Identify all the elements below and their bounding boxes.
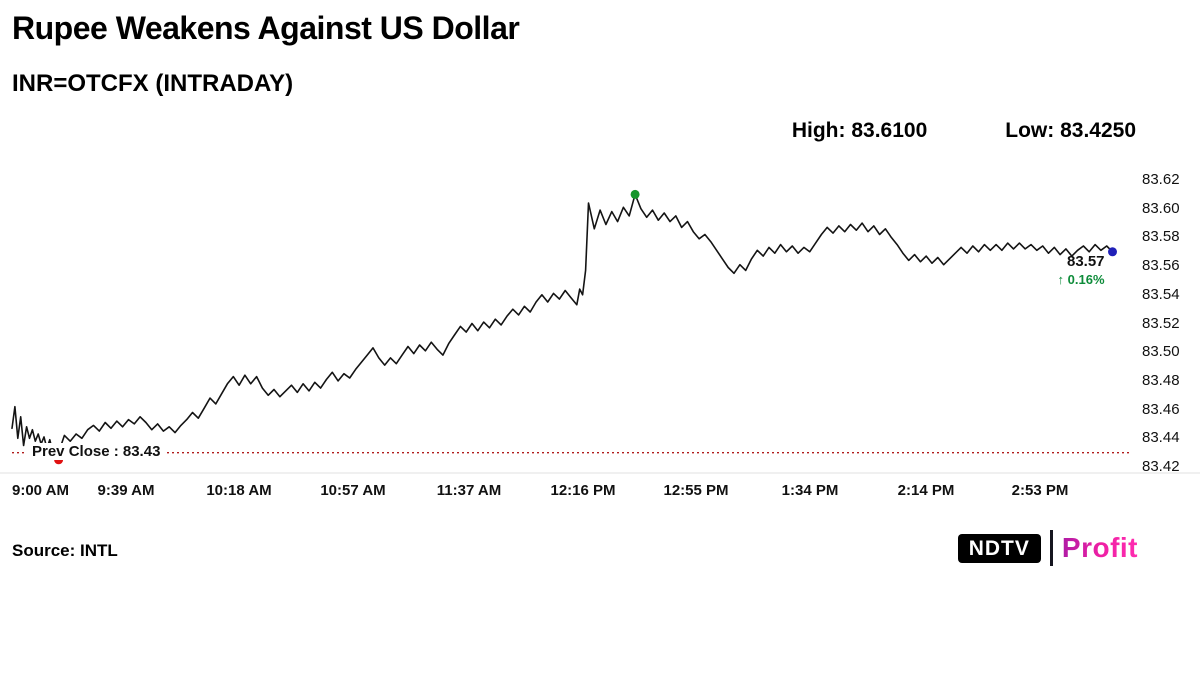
y-tick-label: 83.48 bbox=[1142, 371, 1180, 389]
last-price-value: 83.57 bbox=[1066, 252, 1105, 270]
low-value-label: Low: 83.4250 bbox=[1005, 119, 1136, 142]
x-tick-label: 12:16 PM bbox=[550, 482, 616, 499]
x-tick-label: 9:00 AM bbox=[12, 482, 69, 499]
price-line bbox=[11, 193, 1114, 461]
y-tick-label: 83.58 bbox=[1142, 228, 1180, 246]
y-tick-label: 83.42 bbox=[1142, 458, 1180, 475]
prev-close-label: Prev Close : 83.43 bbox=[26, 442, 167, 460]
last-price-callout: 83.57 ↑ 0.16% bbox=[1058, 253, 1105, 288]
change-percent: ↑ 0.16% bbox=[1057, 271, 1105, 287]
page-title: Rupee Weakens Against US Dollar bbox=[12, 10, 520, 46]
ndtv-logo: NDTV bbox=[957, 533, 1041, 563]
x-tick-label: 1:34 PM bbox=[781, 482, 839, 499]
y-tick-label: 83.62 bbox=[1142, 171, 1180, 188]
y-tick-label: 83.46 bbox=[1142, 400, 1180, 418]
high-marker bbox=[630, 189, 640, 199]
x-tick-label: 10:57 AM bbox=[320, 482, 386, 499]
high-low-row: High: 83.6100 Low: 83.4250 bbox=[792, 119, 1136, 143]
source-label: Source: INTL bbox=[12, 541, 118, 560]
instrument-subtitle: INR=OTCFX (INTRADAY) bbox=[12, 70, 294, 97]
x-tick-label: 12:55 PM bbox=[663, 482, 729, 499]
profit-logo: Profit bbox=[1061, 532, 1138, 563]
logo-separator bbox=[1049, 530, 1053, 566]
last-marker bbox=[1108, 247, 1117, 257]
x-tick-label: 9:39 AM bbox=[97, 482, 155, 499]
x-tick-label: 2:14 PM bbox=[897, 482, 955, 499]
x-tick-label: 11:37 AM bbox=[436, 482, 502, 499]
price-chart-canvas bbox=[0, 189, 1200, 474]
y-tick-label: 83.52 bbox=[1142, 314, 1180, 332]
y-tick-label: 83.60 bbox=[1142, 199, 1180, 217]
high-value-label: High: 83.6100 bbox=[791, 119, 928, 142]
price-chart: 83.62 83.60 83.58 83.56 83.54 83.52 83.50 83.48… bbox=[0, 160, 1200, 505]
y-tick-label: 83.54 bbox=[1142, 285, 1180, 303]
y-tick-label: 83.44 bbox=[1142, 429, 1180, 447]
y-tick-label: 83.56 bbox=[1142, 257, 1180, 275]
x-tick-label: 10:18 AM bbox=[206, 482, 272, 499]
ndtv-profit-logo: NDTV Profit bbox=[957, 530, 1138, 566]
y-tick-label: 83.50 bbox=[1142, 343, 1180, 361]
x-tick-label: 2:53 PM bbox=[1011, 482, 1069, 499]
